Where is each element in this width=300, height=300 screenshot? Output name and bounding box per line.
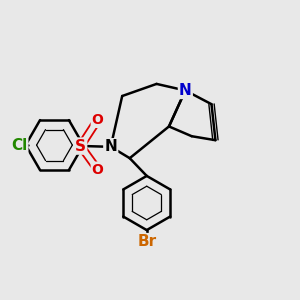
Text: N: N: [179, 83, 192, 98]
Text: Br: Br: [137, 234, 156, 249]
Text: N: N: [104, 139, 117, 154]
Text: Cl: Cl: [11, 138, 27, 153]
Text: S: S: [75, 139, 86, 154]
Text: O: O: [92, 113, 103, 127]
Text: O: O: [92, 163, 103, 177]
